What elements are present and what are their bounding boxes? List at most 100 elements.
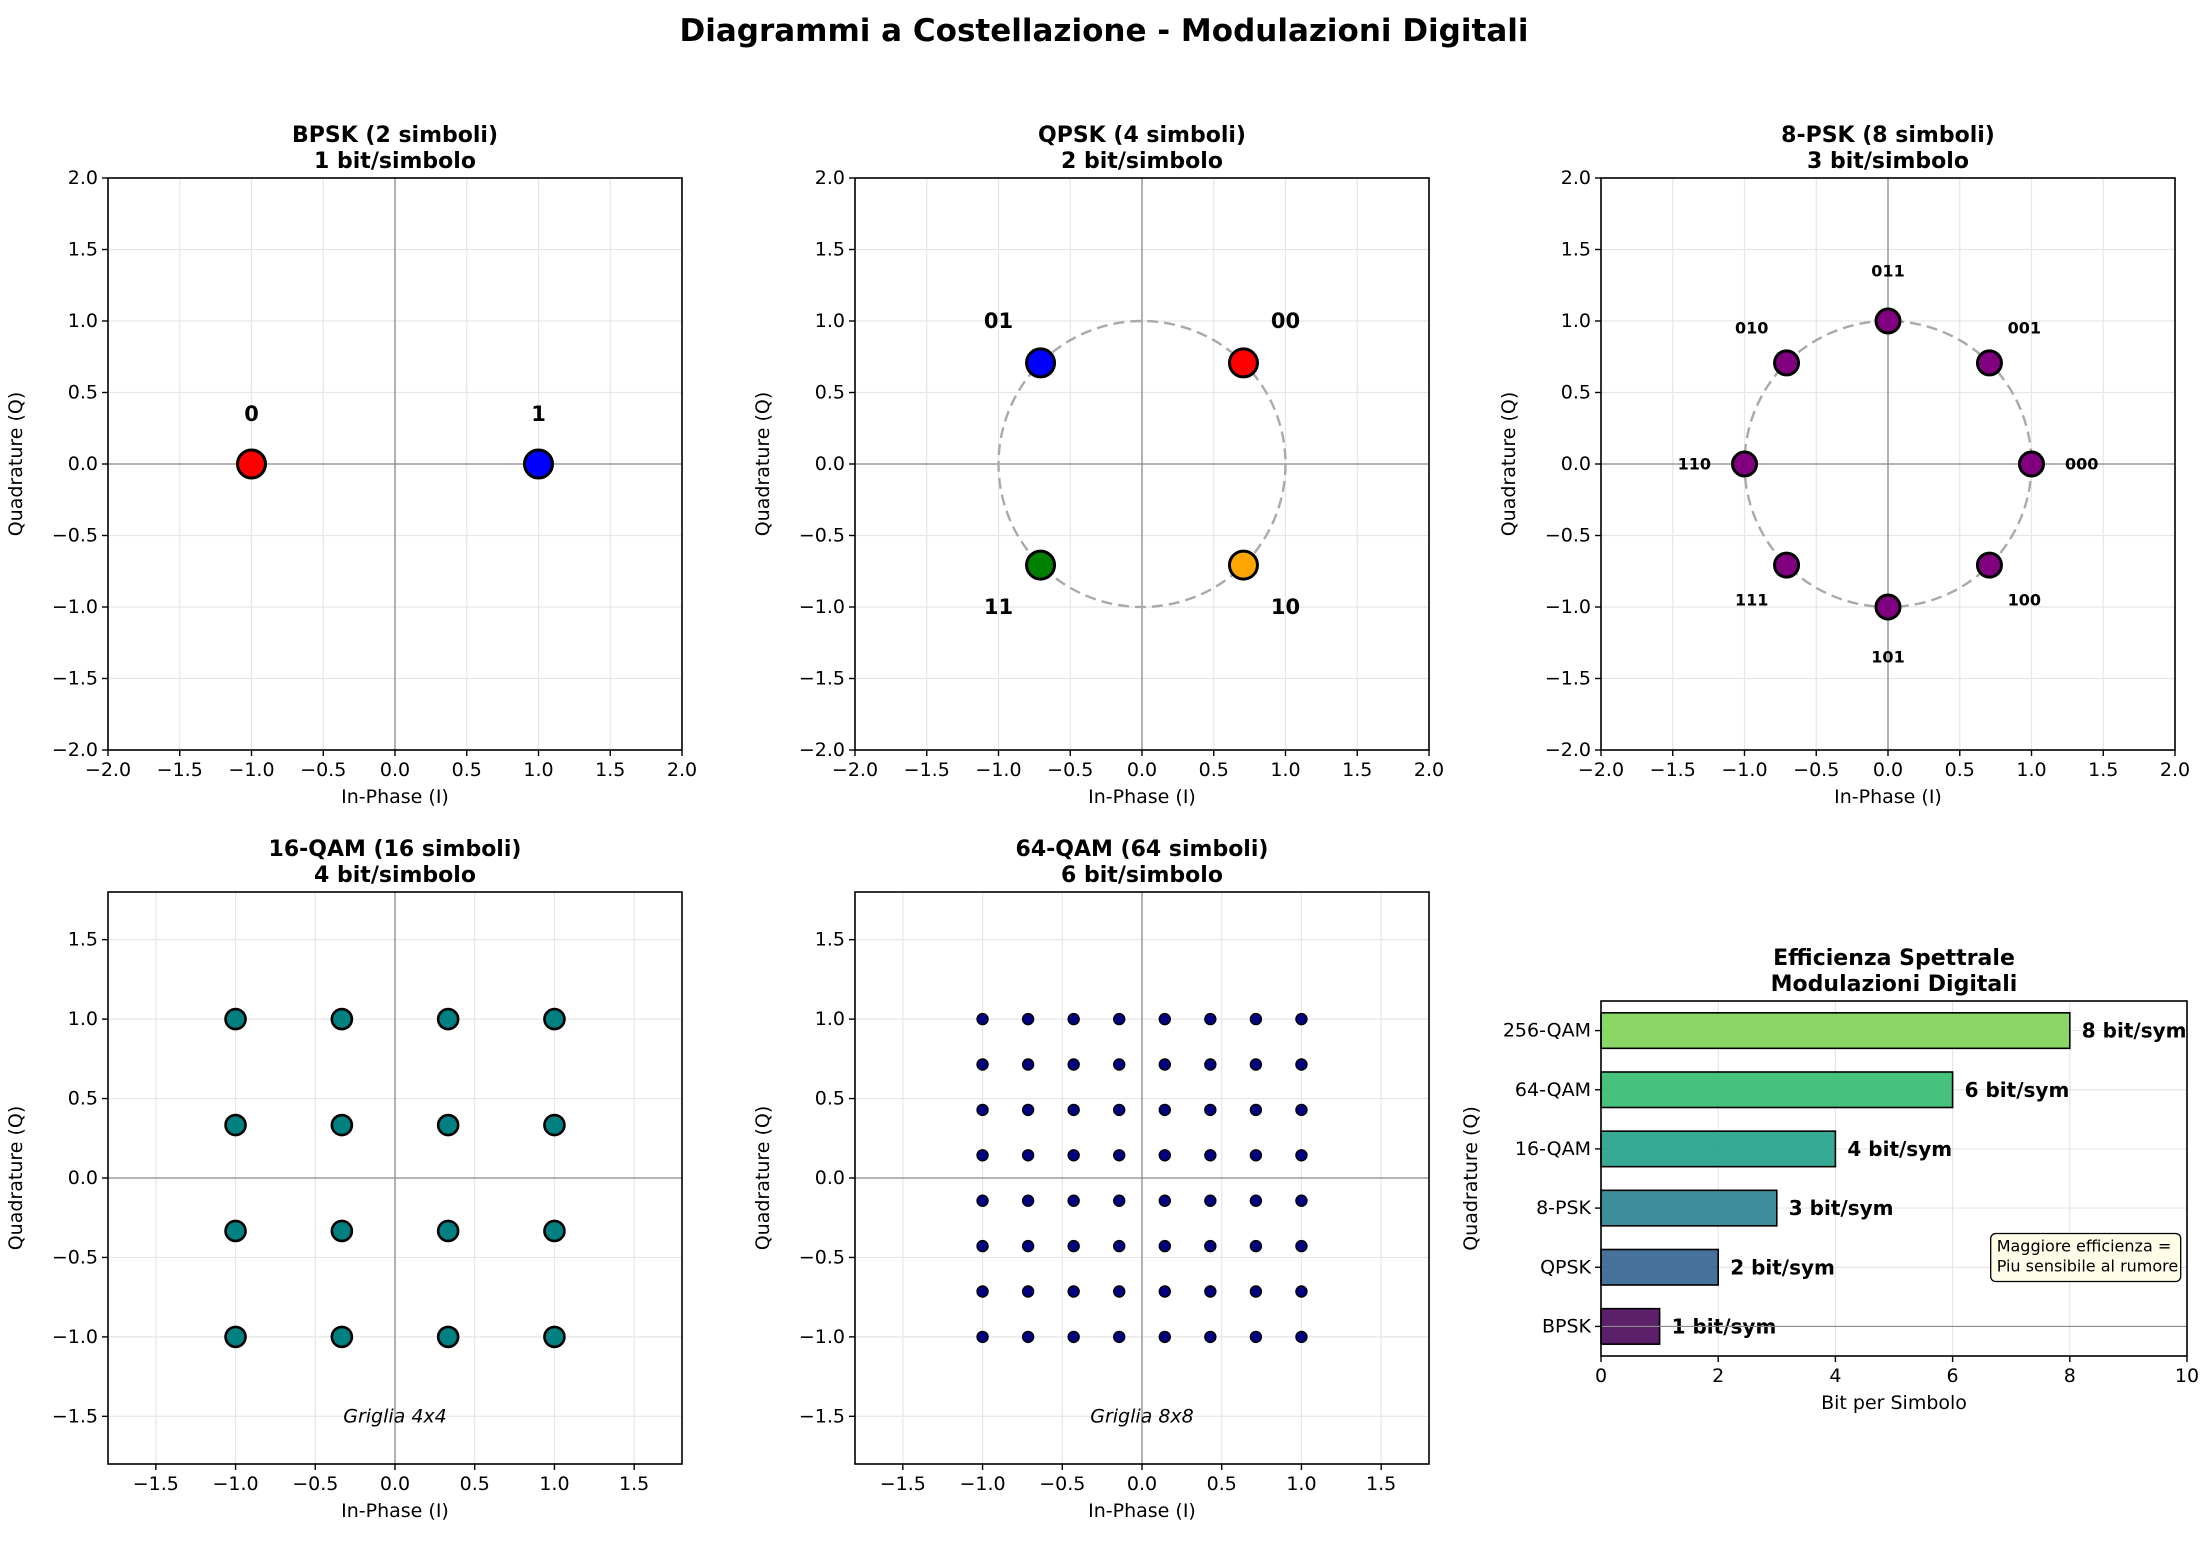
constellation-point (1113, 1285, 1126, 1298)
y-tick-label: 0.0 (68, 1167, 98, 1189)
constellation-point (1158, 1285, 1171, 1298)
x-tick-label: 0.5 (460, 1473, 490, 1495)
x-tick-label: −0.5 (300, 759, 346, 781)
constellation-point (1113, 1149, 1126, 1162)
x-tick-label: 2.0 (2160, 759, 2190, 781)
x-tick-label: 10 (2175, 1365, 2199, 1387)
y-tick-label: 2.0 (815, 167, 845, 189)
x-tick-label: 2 (1712, 1365, 1724, 1387)
y-tick-label: −0.5 (52, 525, 98, 547)
constellation-point-label: 01 (984, 309, 1013, 333)
constellation-point (224, 1007, 247, 1031)
x-tick-label: 1.5 (1342, 759, 1372, 781)
x-tick-label: −1.5 (133, 1473, 179, 1495)
subplot-title-line2: Modulazioni Digitali (1771, 972, 2018, 997)
x-axis-label: In-Phase (I) (1834, 786, 1942, 808)
y-tick-label: −1.0 (799, 1326, 845, 1348)
constellation-point (1295, 1149, 1308, 1162)
y-tick-label: 0.5 (815, 1088, 845, 1110)
x-tick-label: 1.5 (1366, 1473, 1396, 1495)
y-tick-label: −1.5 (1545, 668, 1591, 690)
x-tick-label: 1.0 (1270, 759, 1300, 781)
constellation-point (1021, 1103, 1035, 1117)
y-tick-label: BPSK (1542, 1315, 1592, 1337)
y-tick-label: 1.0 (1561, 310, 1591, 332)
subplot-title-line2: 1 bit/simbolo (314, 149, 476, 174)
x-tick-label: 0 (1595, 1365, 1607, 1387)
constellation-point (330, 1113, 354, 1137)
constellation-point (1204, 1058, 1217, 1071)
y-tick-label: 0.0 (815, 453, 845, 475)
y-tick-label: −0.5 (1545, 525, 1591, 547)
constellation-point (1249, 1194, 1263, 1207)
y-tick-label: 0.0 (1561, 453, 1591, 475)
subplot-title-line2: 6 bit/simbolo (1061, 863, 1223, 888)
constellation-point (1067, 1239, 1080, 1253)
y-tick-label: 1.0 (815, 310, 845, 332)
constellation-point (1227, 347, 1259, 379)
y-tick-label: 8-PSK (1536, 1197, 1591, 1219)
x-tick-label: −0.5 (292, 1473, 338, 1495)
x-tick-label: 1.5 (595, 759, 625, 781)
constellation-point (1204, 1149, 1217, 1162)
subplot-title-line1: QPSK (4 simboli) (1038, 123, 1246, 148)
x-tick-label: 0.0 (1873, 759, 1903, 781)
subplot-title-line2: 4 bit/simbolo (314, 863, 476, 888)
y-tick-label: 1.5 (68, 929, 98, 951)
y-tick-label: −1.5 (52, 668, 98, 690)
axes-frame (1600, 1000, 2188, 1357)
constellation-point (1204, 1285, 1217, 1298)
x-tick-label: 0.5 (1945, 759, 1975, 781)
constellation-point (1067, 1194, 1080, 1207)
constellation-point (1021, 1330, 1035, 1344)
subplot-title-line1: Efficienza Spettrale (1773, 946, 2015, 971)
constellation-point (1113, 1330, 1126, 1344)
x-axis-label: In-Phase (I) (341, 786, 449, 808)
constellation-point (543, 1325, 566, 1349)
constellation-point (1249, 1239, 1263, 1253)
subplot-title-line1: 16-QAM (16 simboli) (269, 837, 522, 862)
x-tick-label: −1.5 (1650, 759, 1696, 781)
x-tick-label: 1.0 (523, 759, 553, 781)
x-tick-label: 4 (1829, 1365, 1841, 1387)
x-tick-label: −2.0 (85, 759, 131, 781)
constellation-point (1773, 551, 1801, 579)
constellation-point (2018, 450, 2045, 478)
constellation-point (1067, 1330, 1080, 1344)
constellation-point (224, 1113, 247, 1137)
note-box (1990, 1232, 2182, 1283)
constellation-point (224, 1325, 247, 1349)
bar-value-label: 3 bit/sym (1789, 1196, 1894, 1220)
x-tick-label: −1.0 (975, 759, 1021, 781)
y-tick-label: −1.5 (799, 1405, 845, 1427)
constellation-point-label: 110 (1678, 455, 1711, 474)
constellation-point (1204, 1103, 1217, 1117)
constellation-point (436, 1325, 460, 1349)
y-axis-label: Quadrature (Q) (752, 392, 774, 537)
constellation-point (1158, 1058, 1171, 1071)
constellation-point (1113, 1239, 1126, 1253)
y-tick-label: −1.5 (52, 1405, 98, 1427)
constellation-point (1067, 1149, 1080, 1162)
constellation-point (1249, 1330, 1263, 1344)
constellation-point (976, 1194, 989, 1207)
y-axis-label: Quadrature (Q) (1498, 392, 1520, 537)
constellation-point (976, 1012, 989, 1026)
x-tick-label: −1.5 (904, 759, 950, 781)
bar (1600, 1071, 1954, 1109)
constellation-point (1158, 1103, 1171, 1117)
y-tick-label: 1.5 (1561, 239, 1591, 261)
x-tick-label: 1.0 (1286, 1473, 1316, 1495)
constellation-point (1113, 1194, 1126, 1207)
constellation-point (1295, 1194, 1308, 1207)
y-tick-label: 0.5 (68, 1088, 98, 1110)
x-tick-label: 0.0 (1127, 759, 1157, 781)
bar (1600, 1189, 1778, 1227)
constellation-point (1067, 1103, 1080, 1117)
unit-circle (997, 319, 1287, 609)
constellation-point (543, 1007, 566, 1031)
constellation-point (330, 1007, 354, 1031)
constellation-point (1975, 551, 2003, 579)
constellation-point (1227, 549, 1259, 581)
